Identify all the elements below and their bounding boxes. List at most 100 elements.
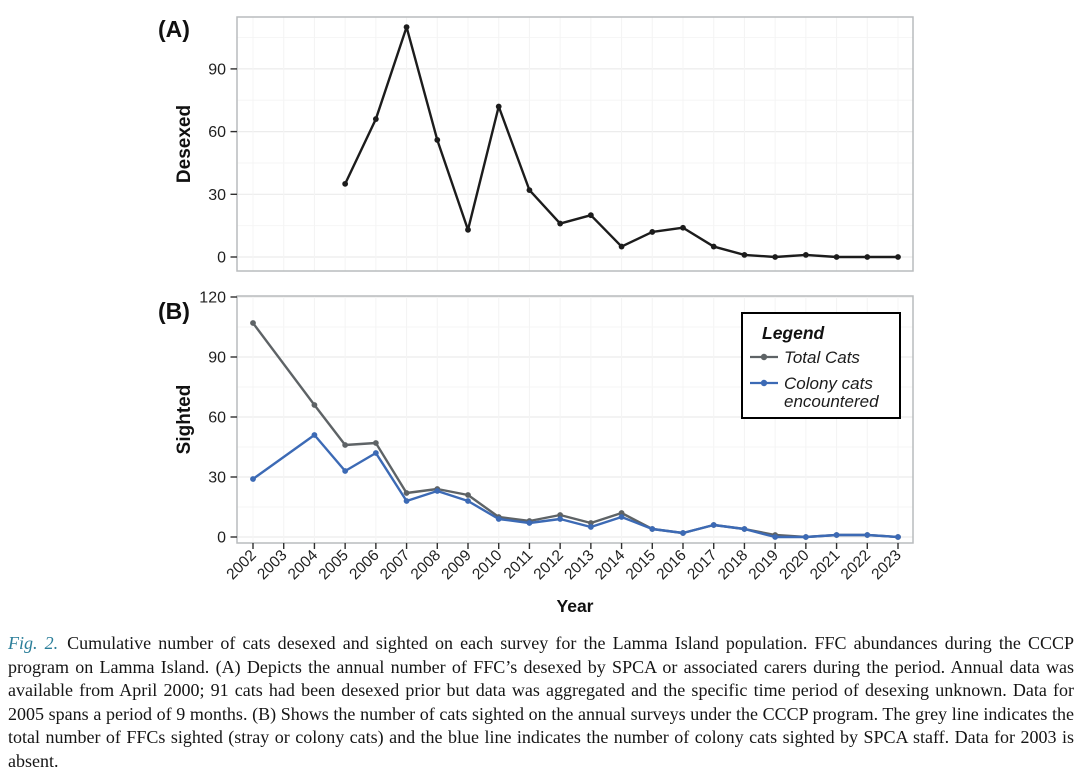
data-point — [434, 488, 441, 494]
charts-svg: 0 30 60 90 (A) Desexed 0 30 60 90 120 (B) Sighted 200… — [158, 16, 914, 616]
data-point — [649, 229, 656, 235]
data-point — [802, 252, 809, 258]
data-point — [372, 116, 379, 122]
x-tick-label: 2017 — [684, 547, 720, 583]
figure-caption: Fig. 2. Cumulative number of cats desexed… — [0, 628, 1082, 773]
y-axis-title: Desexed — [174, 105, 195, 183]
panel-border — [236, 295, 914, 544]
panel-b: 0 30 60 90 120 (B) Sighted 20022003200420052006… — [158, 290, 914, 616]
y-tick-label: 60 — [208, 124, 226, 141]
data-point — [710, 243, 717, 250]
x-tick-label: 2011 — [501, 547, 537, 583]
data-point — [741, 252, 748, 258]
data-point — [465, 226, 471, 233]
y-tick-label: 0 — [217, 250, 226, 267]
panel-label: (B) — [158, 298, 190, 324]
data-point — [403, 490, 410, 496]
x-tick-label: 2020 — [776, 547, 813, 584]
panel-border — [236, 16, 914, 272]
data-point — [465, 498, 471, 504]
series-desexed — [342, 24, 901, 260]
x-tick-label: 2009 — [438, 547, 474, 583]
data-point — [618, 514, 625, 520]
data-point — [833, 254, 840, 260]
legend-key-point — [760, 353, 768, 361]
data-point — [649, 526, 656, 532]
x-tick-label: 2006 — [346, 547, 382, 583]
x-tick-label: 2002 — [223, 547, 259, 583]
x-tick-label: 2016 — [653, 547, 689, 583]
x-tick-label: 2007 — [377, 547, 413, 583]
data-point — [372, 440, 379, 446]
x-tick-label: 2018 — [715, 547, 751, 583]
data-point — [864, 532, 871, 538]
data-point — [495, 516, 502, 522]
data-point — [802, 534, 809, 540]
data-point — [311, 432, 318, 438]
data-point — [557, 512, 564, 518]
legend-key-point — [760, 379, 768, 387]
y-tick-label: 30 — [208, 187, 226, 204]
data-point — [772, 534, 779, 540]
data-point — [342, 180, 349, 187]
x-axis: 2002200320042005200620072008200920102011… — [223, 543, 905, 584]
data-point — [895, 254, 901, 260]
data-point — [372, 450, 379, 456]
y-tick-label: 120 — [199, 290, 226, 307]
data-point — [895, 534, 901, 540]
x-tick-label: 2021 — [807, 547, 843, 583]
x-tick-label: 2004 — [285, 547, 322, 584]
data-point — [587, 524, 594, 530]
data-point — [710, 522, 717, 528]
data-point — [864, 254, 871, 260]
x-tick-label: 2003 — [254, 547, 290, 583]
data-point — [495, 103, 502, 110]
legend-item-label: encountered — [784, 392, 879, 411]
x-tick-label: 2015 — [623, 547, 659, 583]
data-point — [587, 212, 594, 219]
data-point — [772, 254, 779, 260]
y-tick-label: 90 — [208, 61, 226, 78]
data-point — [465, 492, 471, 498]
legend-item-label: Colony cats — [784, 374, 873, 393]
x-axis-title: Year — [557, 596, 594, 616]
data-point — [680, 530, 686, 536]
data-point — [557, 516, 564, 522]
data-point — [741, 526, 748, 532]
x-tick-label: 2019 — [746, 547, 782, 583]
legend-box — [741, 312, 901, 419]
data-point — [250, 320, 256, 326]
x-tick-label: 2014 — [592, 547, 629, 584]
data-point — [587, 520, 594, 526]
data-point — [342, 442, 349, 448]
data-point — [833, 532, 840, 538]
legend-item-total-cats: Total Cats — [750, 348, 860, 367]
panel-label: (A) — [158, 16, 190, 42]
data-point — [250, 476, 256, 482]
y-tick-label: 30 — [208, 470, 226, 487]
data-point — [403, 24, 410, 30]
x-tick-label: 2022 — [838, 547, 874, 583]
data-point — [618, 510, 625, 516]
caption-figure-label: Fig. 2. — [8, 633, 59, 653]
y-axis: 0 30 60 90 — [208, 61, 237, 267]
data-point — [526, 187, 533, 194]
legend-title: Legend — [762, 323, 825, 343]
data-point — [434, 137, 441, 143]
caption-text: Cumulative number of cats desexed and si… — [8, 633, 1074, 771]
x-tick-label: 2008 — [408, 547, 444, 583]
gridlines — [237, 296, 913, 543]
data-point — [680, 224, 686, 231]
data-point — [618, 243, 625, 250]
data-point — [403, 498, 410, 504]
data-point — [311, 402, 318, 408]
data-point — [526, 520, 533, 526]
data-point — [342, 468, 349, 474]
y-tick-label: 60 — [208, 410, 226, 427]
panel-background — [237, 17, 913, 271]
legend-item-label: Total Cats — [784, 348, 860, 367]
series-colony-cats-encountered — [250, 432, 901, 540]
